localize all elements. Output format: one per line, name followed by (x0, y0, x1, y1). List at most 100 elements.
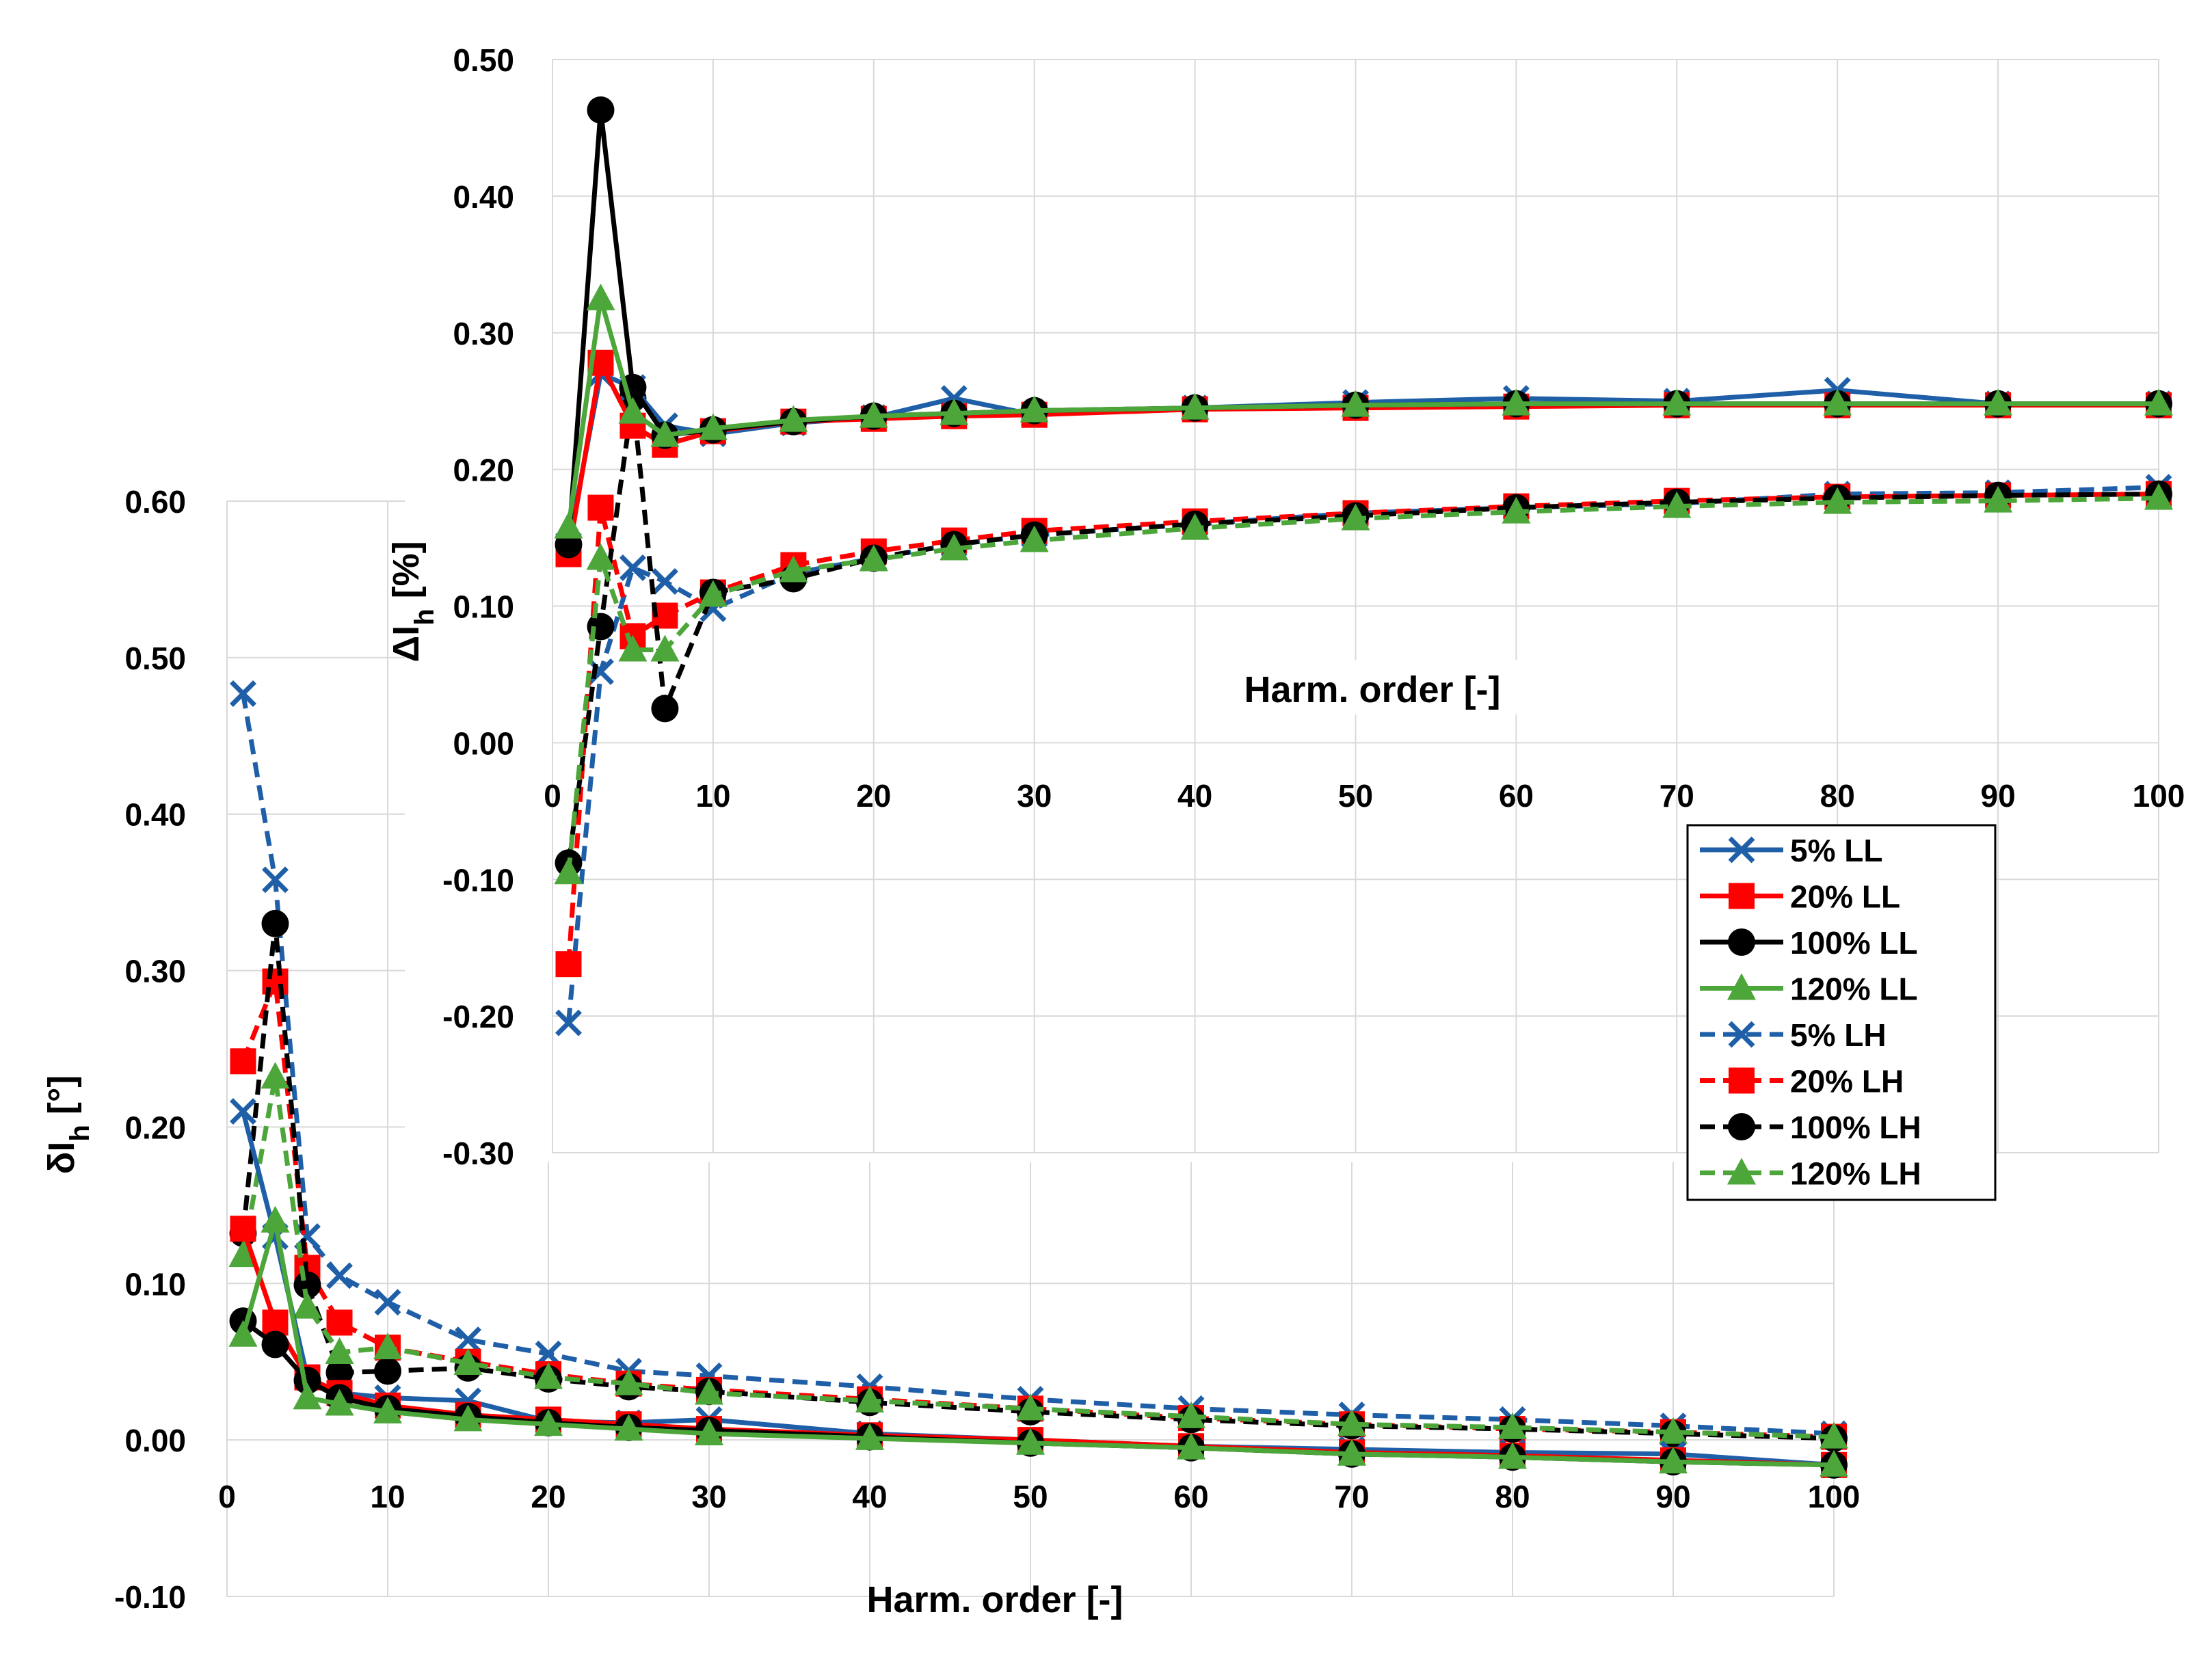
bottom-series-line-120pct-ll (241, 1218, 1835, 1468)
top-ylabel-sub: h (410, 608, 440, 625)
bottom-x-tick-label: 60 (1173, 1479, 1208, 1514)
top-x-tick-label: 50 (1338, 778, 1373, 814)
top-data-point (555, 951, 582, 978)
legend-label: 100% LH (1790, 1110, 1921, 1145)
legend: 5% LL 20% LL 100% LL 120% LL 5% LH 20% LH 100%… (1686, 824, 1997, 1201)
top-data-point (1180, 513, 1210, 540)
bottom-data-point (373, 1333, 402, 1360)
bottom-y-tick-label: 0.30 (124, 954, 186, 989)
top-data-point (1502, 388, 1531, 416)
bottom-data-point (1498, 1442, 1527, 1469)
top-chart-series (554, 96, 2173, 1036)
bottom-y-tick-label: 0.00 (124, 1423, 186, 1458)
bottom-data-point (261, 1205, 290, 1233)
top-chart-grid (552, 59, 2159, 1153)
bottom-x-tick-label: 70 (1334, 1479, 1369, 1514)
legend-item-100pct-ll: 100% LL (1700, 925, 1918, 961)
top-data-point (587, 494, 614, 521)
bottom-x-tick-label: 90 (1655, 1479, 1690, 1514)
legend-item-5pct-lh: 5% LH (1700, 1017, 1887, 1053)
top-data-point (587, 96, 615, 124)
bottom-data-point (326, 1309, 353, 1336)
legend-item-120pct-lh: 120% LH (1700, 1156, 1921, 1192)
bottom-series-line-120pct-lh (241, 1074, 1835, 1440)
top-data-point (1341, 390, 1370, 417)
bottom-series-120pct-lh (228, 1062, 1848, 1449)
top-x-tick-label: 90 (1981, 778, 2016, 814)
bottom-data-point (1337, 1438, 1366, 1466)
top-data-point (1823, 388, 1852, 416)
bottom-data-point (230, 1216, 256, 1242)
bottom-data-point (453, 1404, 483, 1432)
top-x-tick-label: 80 (1820, 778, 1855, 814)
bottom-ylabel-unit: [°] (41, 1075, 82, 1125)
bottom-x-tick-label: 20 (531, 1479, 565, 1514)
bottom-chart-y-axis-label: δIh [°] (41, 1075, 95, 1175)
top-data-point (650, 420, 680, 447)
top-data-point (779, 405, 808, 432)
bottom-data-point (614, 1414, 643, 1441)
bottom-x-tick-label: 10 (370, 1479, 405, 1514)
bottom-ylabel-main: δI (41, 1142, 82, 1175)
legend-label: 100% LL (1790, 925, 1918, 961)
bottom-series-line-5pct-lh (241, 693, 1835, 1436)
top-chart: -0.30-0.20-0.100.000.100.200.300.400.50 … (386, 42, 2185, 1171)
top-series-line-120pct-lh (566, 496, 2159, 873)
top-data-point (1984, 485, 2013, 513)
bottom-data-point (614, 1368, 643, 1395)
top-data-point (554, 511, 583, 539)
top-y-tick-label: 0.40 (453, 179, 514, 215)
top-data-point (698, 413, 728, 440)
bottom-data-point (230, 1098, 256, 1125)
legend-item-20pct-lh: 20% LH (1700, 1064, 1904, 1099)
bottom-data-point (325, 1337, 354, 1364)
bottom-x-tick-label: 0 (218, 1479, 236, 1514)
top-x-tick-label: 70 (1660, 778, 1694, 814)
top-data-point (940, 398, 969, 425)
bottom-data-point (293, 1367, 321, 1395)
bottom-data-point (855, 1385, 884, 1413)
legend-marker (1727, 1157, 1756, 1185)
legend-marker (1729, 1067, 1755, 1094)
top-y-tick-label: 0.50 (453, 42, 514, 78)
top-data-point (779, 555, 808, 583)
top-x-tick-label: 0 (544, 778, 561, 814)
top-series-line-100pct-lh (566, 396, 2159, 864)
bottom-data-point (1337, 1409, 1366, 1436)
bottom-data-point (228, 1240, 258, 1268)
bottom-data-point (455, 1326, 481, 1354)
top-data-point (859, 401, 888, 428)
top-data-point (1823, 487, 1852, 514)
top-data-point (651, 568, 678, 595)
legend-label: 5% LL (1790, 833, 1882, 868)
top-chart-y-axis-label: ΔIh [%] (386, 541, 440, 662)
top-data-point (619, 554, 646, 582)
top-y-tick-label: -0.10 (442, 862, 514, 898)
top-data-point (1502, 496, 1531, 524)
bottom-data-point (293, 1382, 322, 1410)
bottom-data-point (261, 909, 289, 937)
legend-item-100pct-lh: 100% LH (1700, 1110, 1921, 1145)
bottom-y-tick-label: 0.50 (124, 641, 186, 676)
top-data-point (586, 283, 615, 310)
bottom-data-point (1659, 1447, 1688, 1474)
top-chart-x-axis-label: Harm. order [-] (1244, 669, 1500, 710)
legend-item-20pct-ll: 20% LL (1700, 879, 1900, 915)
top-ylabel-main: ΔI (386, 626, 427, 662)
bottom-chart-x-axis-label: Harm. order [-] (866, 1579, 1123, 1620)
top-series-120pct-ll (554, 283, 2173, 539)
top-x-tick-label: 60 (1499, 778, 1534, 814)
bottom-data-point (1659, 1417, 1688, 1444)
bottom-ylabel-sub: h (65, 1125, 95, 1141)
top-data-point (1662, 388, 1692, 416)
top-data-point (586, 543, 615, 570)
bottom-chart-x-ticks: 0 10 20 30 40 50 60 70 80 90 100 (218, 1479, 1860, 1514)
legend-label: 20% LH (1790, 1064, 1904, 1099)
top-series-120pct-lh (554, 483, 2173, 885)
bottom-y-tick-label: -0.10 (114, 1579, 186, 1615)
bottom-series-120pct-ll (228, 1205, 1848, 1477)
bottom-x-tick-label: 50 (1013, 1479, 1048, 1514)
top-data-point (1180, 392, 1210, 420)
legend-marker (1729, 883, 1755, 909)
bottom-data-point (261, 1330, 289, 1358)
